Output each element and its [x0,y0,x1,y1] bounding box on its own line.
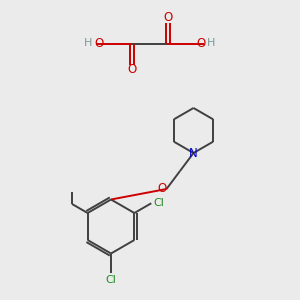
Text: O: O [164,11,172,24]
Text: O: O [158,182,166,196]
Text: N: N [189,146,198,160]
Text: O: O [94,37,103,50]
Text: H: H [84,38,93,49]
Text: O: O [128,63,136,76]
Text: O: O [196,37,206,50]
Text: Cl: Cl [153,198,164,208]
Text: H: H [207,38,216,49]
Text: Cl: Cl [106,274,116,285]
